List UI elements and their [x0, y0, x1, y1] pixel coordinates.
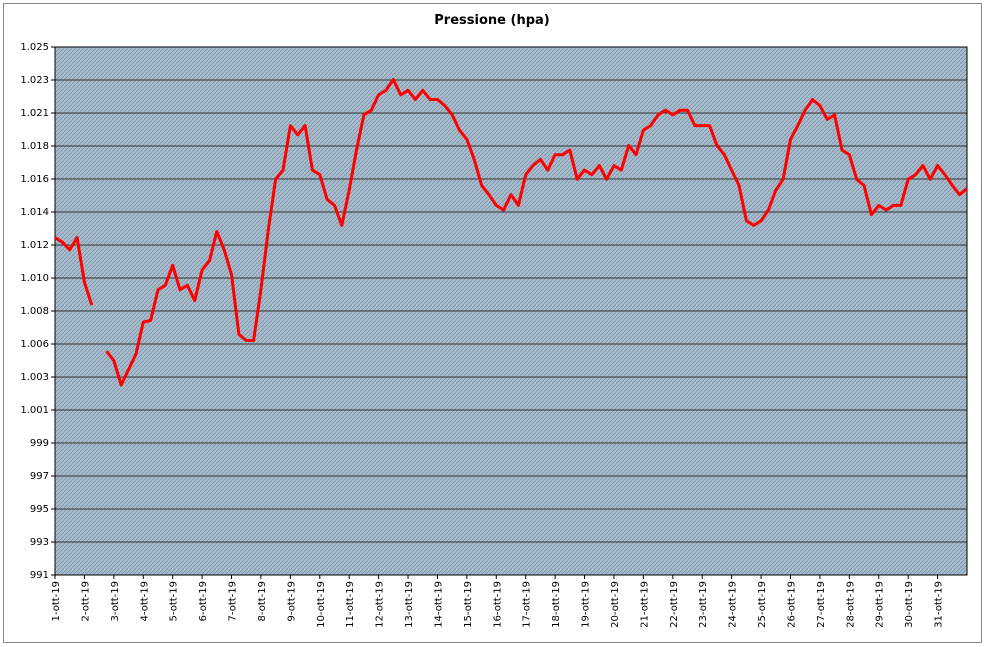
x-tick-label: 27-ott-19 [816, 581, 827, 628]
x-tick-label: 11-ott-19 [345, 581, 356, 628]
y-tick-label: 1.010 [20, 273, 49, 284]
y-tick-label: 995 [30, 504, 49, 515]
x-tick-label: 9-ott-19 [286, 581, 297, 621]
y-tick-label: 1.008 [20, 306, 49, 317]
y-tick-label: 1.006 [20, 339, 49, 350]
x-tick-label: 14-ott-19 [433, 581, 444, 628]
x-tick-label: 30-ott-19 [904, 581, 915, 628]
y-tick-label: 1.012 [20, 240, 49, 251]
x-tick-label: 31-ott-19 [934, 581, 945, 628]
y-tick-label: 1.023 [20, 75, 49, 86]
y-tick-label: 1.001 [20, 405, 49, 416]
x-tick-label: 28-ott-19 [845, 581, 856, 628]
x-tick-label: 7-ott-19 [228, 581, 239, 621]
x-tick-label: 21-ott-19 [639, 581, 650, 628]
y-tick-label: 1.021 [20, 108, 49, 119]
x-tick-label: 19-ott-19 [581, 581, 592, 628]
x-tick-label: 18-ott-19 [551, 581, 562, 628]
x-tick-label: 23-ott-19 [698, 581, 709, 628]
x-tick-label: 10-ott-19 [316, 581, 327, 628]
x-tick-label: 22-ott-19 [669, 581, 680, 628]
x-tick-label: 17-ott-19 [522, 581, 533, 628]
x-tick-label: 13-ott-19 [404, 581, 415, 628]
y-tick-label: 1.025 [20, 42, 49, 53]
y-tick-label: 993 [30, 537, 49, 548]
x-tick-label: 8-ott-19 [257, 581, 268, 621]
x-tick-label: 6-ott-19 [198, 581, 209, 621]
x-tick-label: 25-ott-19 [757, 581, 768, 628]
y-tick-label: 1.003 [20, 372, 49, 383]
x-tick-label: 12-ott-19 [375, 581, 386, 628]
plot-frame [54, 46, 968, 576]
y-tick-label: 991 [30, 570, 49, 581]
y-tick-label: 1.016 [20, 174, 49, 185]
x-tick-label: 5-ott-19 [169, 581, 180, 621]
x-tick-label: 2-ott-19 [80, 581, 91, 621]
chart-title: Pressione (hpa) [434, 13, 549, 28]
y-tick-label: 997 [30, 471, 49, 482]
x-tick-label: 3-ott-19 [110, 581, 121, 621]
x-tick-label: 20-ott-19 [610, 581, 621, 628]
line [54, 78, 968, 387]
x-tick-label: 16-ott-19 [492, 581, 503, 628]
y-tick-label: 999 [30, 438, 49, 449]
y-tick-label: 1.018 [20, 141, 49, 152]
x-tick-label: 26-ott-19 [786, 581, 797, 628]
x-tick-label: 4-ott-19 [139, 581, 150, 621]
x-tick-label: 15-ott-19 [463, 581, 474, 628]
y-tick-label: 1.014 [20, 207, 49, 218]
x-tick-label: 29-ott-19 [875, 581, 886, 628]
x-tick-label: 1-ott-19 [51, 581, 62, 621]
x-tick-label: 24-ott-19 [728, 581, 739, 628]
